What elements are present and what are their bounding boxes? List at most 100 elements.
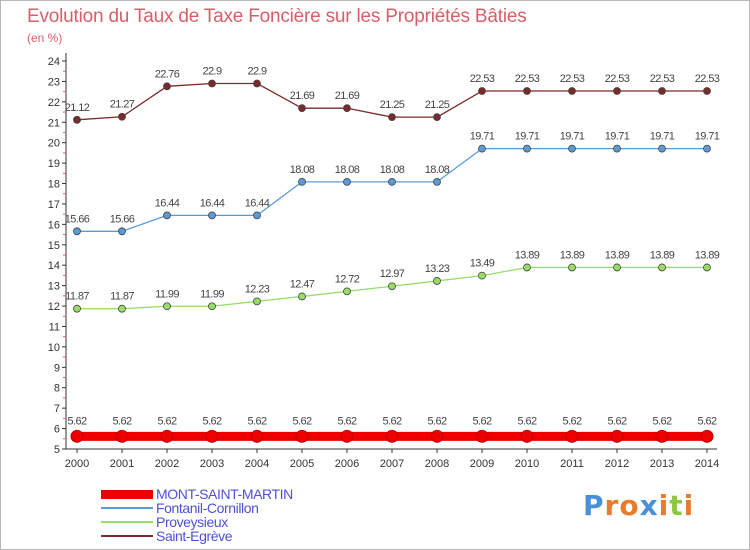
data-point — [520, 429, 534, 443]
data-label: 13.89 — [560, 249, 585, 261]
data-label: 21.69 — [290, 90, 315, 102]
data-point — [700, 429, 714, 443]
x-tick-label: 2009 — [470, 458, 494, 470]
x-tick-label: 2002 — [155, 458, 179, 470]
data-label: 19.71 — [605, 131, 630, 143]
data-point — [388, 282, 396, 291]
data-point — [475, 429, 489, 443]
data-label: 19.71 — [695, 131, 720, 143]
data-point — [658, 87, 666, 95]
y-tick-label: 11 — [49, 321, 60, 333]
data-point — [163, 211, 171, 220]
y-tick-label: 21 — [48, 117, 60, 129]
y-tick-label: 18 — [48, 179, 60, 191]
data-point — [388, 177, 396, 186]
logo-letter: i — [658, 489, 670, 522]
data-label: 12.72 — [335, 273, 360, 285]
data-point — [253, 79, 261, 88]
logo-letter: P — [583, 489, 605, 522]
data-label: 16.44 — [155, 197, 180, 209]
y-unit-label: (en %) — [27, 31, 63, 45]
y-tick-label: 23 — [48, 76, 60, 88]
data-point — [250, 429, 264, 443]
x-tick-label: 2013 — [650, 458, 674, 470]
data-label: 18.08 — [335, 164, 360, 176]
y-tick-label: 17 — [48, 199, 60, 211]
data-label: 5.62 — [112, 415, 131, 427]
data-label: 13.89 — [650, 249, 675, 261]
logo-letter: r — [604, 489, 620, 522]
data-label: 21.25 — [380, 99, 405, 111]
data-label: 5.62 — [697, 415, 716, 427]
data-point — [70, 429, 84, 443]
data-point — [433, 177, 441, 186]
data-label: 13.89 — [515, 249, 540, 261]
x-tick-label: 2000 — [65, 458, 89, 470]
data-label: 22.53 — [560, 73, 585, 85]
y-tick-label: 6 — [54, 424, 60, 436]
data-label: 19.71 — [650, 131, 675, 143]
x-tick-label: 2012 — [605, 458, 629, 470]
x-tick-label: 2008 — [425, 458, 449, 470]
data-point — [568, 263, 576, 272]
data-point — [298, 177, 306, 186]
data-label: 11.87 — [110, 291, 134, 303]
y-tick-label: 10 — [48, 342, 60, 354]
data-label: 5.62 — [382, 415, 401, 427]
data-label: 13.49 — [470, 258, 495, 270]
data-label: 12.97 — [380, 268, 405, 280]
data-label: 21.27 — [110, 99, 135, 111]
y-tick-label: 16 — [48, 219, 60, 231]
data-point — [478, 144, 486, 153]
data-label: 19.71 — [470, 131, 495, 143]
data-label: 22.76 — [155, 68, 180, 80]
data-label: 19.71 — [515, 131, 540, 143]
data-label: 18.08 — [290, 164, 315, 176]
data-label: 19.71 — [560, 131, 585, 143]
data-point — [523, 263, 531, 272]
data-point — [73, 227, 81, 236]
y-tick-label: 22 — [48, 97, 60, 109]
data-point — [295, 429, 309, 443]
y-tick-label: 19 — [48, 158, 60, 170]
data-point — [73, 115, 81, 124]
data-label: 22.53 — [650, 73, 675, 85]
data-label: 5.62 — [472, 415, 491, 427]
data-label: 11.99 — [200, 288, 224, 300]
data-point — [385, 429, 399, 443]
data-label: 5.62 — [337, 415, 356, 427]
data-label: 5.62 — [202, 415, 221, 427]
data-point — [568, 87, 576, 95]
data-point — [298, 104, 306, 113]
data-label: 21.12 — [65, 102, 90, 114]
logo-letter: x — [639, 489, 659, 522]
data-label: 21.25 — [425, 99, 450, 111]
data-point — [343, 287, 351, 296]
y-tick-label: 24 — [48, 56, 60, 68]
data-point — [430, 429, 444, 443]
data-label: 16.44 — [200, 197, 225, 209]
data-label: 5.62 — [157, 415, 176, 427]
data-point — [478, 87, 486, 95]
data-label: 11.99 — [155, 288, 179, 300]
x-tick-label: 2011 — [560, 458, 584, 470]
x-tick-label: 2014 — [695, 458, 719, 470]
data-label: 22.53 — [695, 73, 720, 85]
data-label: 12.23 — [245, 283, 270, 295]
logo-letter: o — [619, 489, 640, 522]
data-point — [253, 297, 261, 306]
data-label: 5.62 — [607, 415, 626, 427]
data-label: 5.62 — [427, 415, 446, 427]
y-tick-label: 15 — [48, 240, 60, 252]
x-tick-label: 2003 — [200, 458, 224, 470]
data-label: 5.62 — [652, 415, 671, 427]
x-tick-label: 2006 — [335, 458, 359, 470]
data-point — [340, 429, 354, 443]
data-label: 5.62 — [517, 415, 536, 427]
legend-swatch — [101, 507, 153, 509]
data-point — [610, 429, 624, 443]
data-label: 13.89 — [695, 249, 720, 261]
data-label: 16.44 — [245, 197, 270, 209]
data-point — [523, 87, 531, 95]
